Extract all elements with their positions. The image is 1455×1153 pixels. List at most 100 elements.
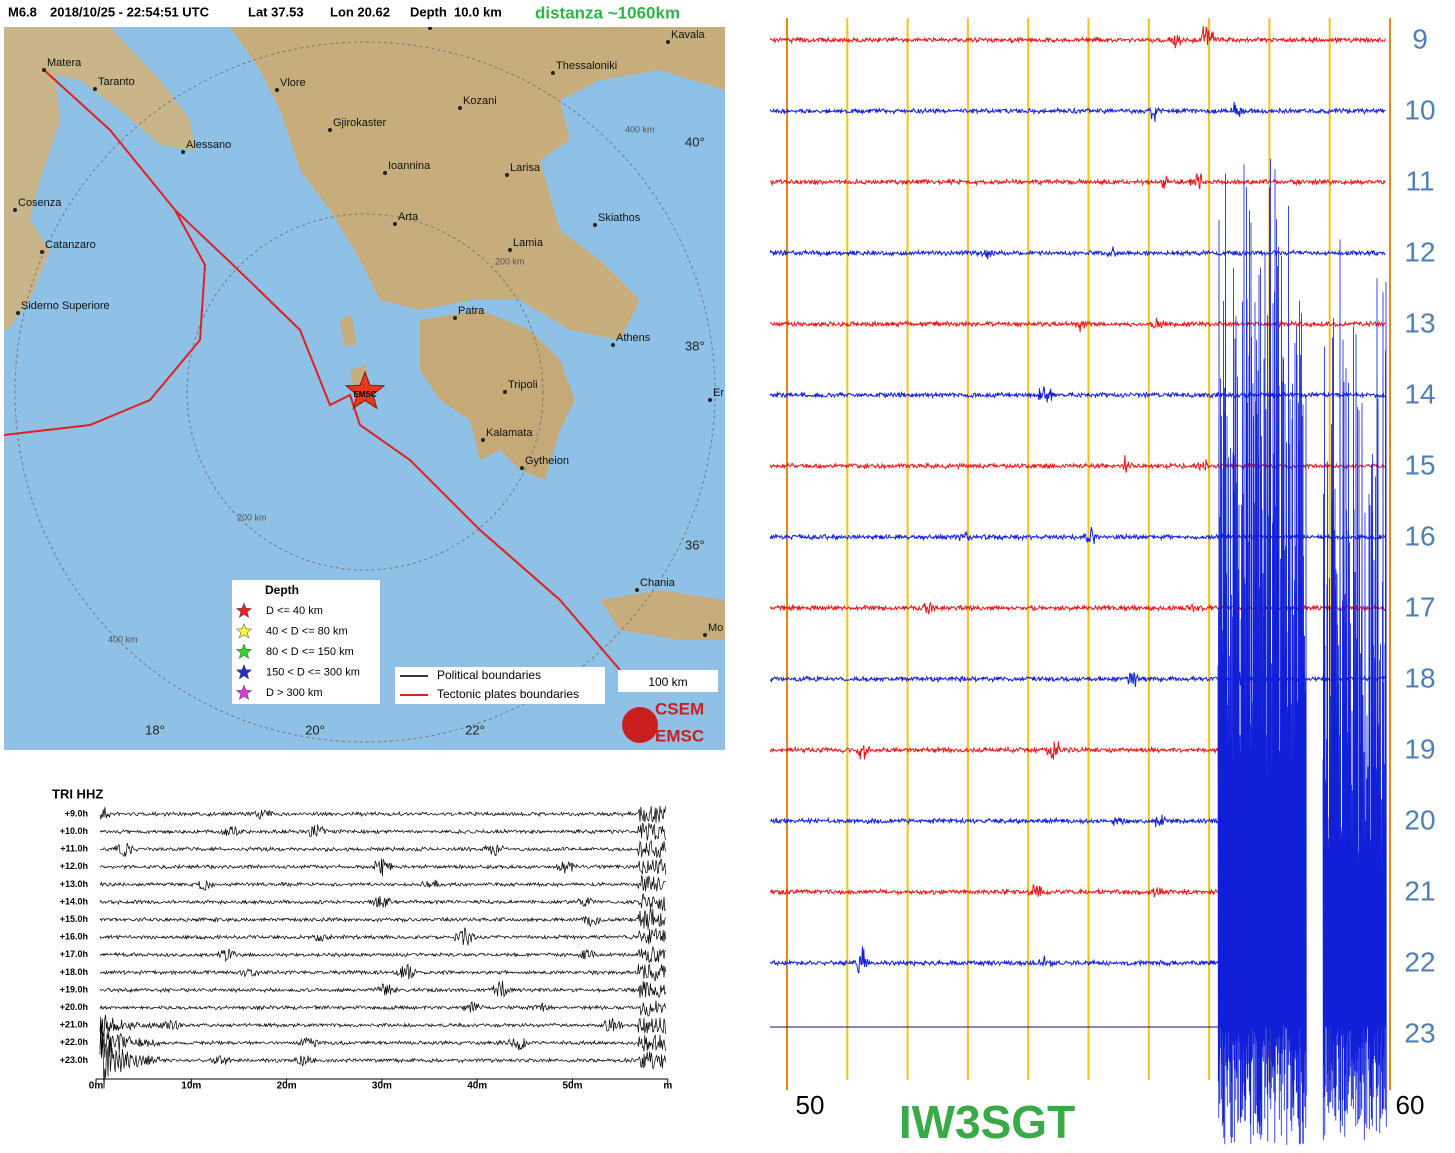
grid-label: 20°	[305, 722, 325, 737]
city-label: Skiathos	[598, 212, 641, 224]
range-label: 400 km	[108, 634, 138, 644]
hour-label: +19.0h	[60, 984, 88, 994]
helicorder: 50 60 IW3SGT 9 10 11 12 13 14 15 16 17 18 19 20 21 22…	[769, 18, 1436, 1148]
legend-star	[235, 643, 253, 660]
city-dot	[508, 248, 512, 252]
city-label: Taranto	[98, 76, 135, 88]
trace	[769, 25, 1386, 49]
row-label: 15	[1404, 449, 1435, 480]
city-label: Thessaloniki	[556, 60, 617, 72]
trace	[769, 601, 1386, 615]
hour-label: +12.0h	[60, 861, 88, 871]
trace	[99, 892, 666, 912]
tri-seismogram: TRI HHZ +9.0h +10.0h +11.0h +12.0h +13.0h +14…	[52, 786, 672, 1091]
city-dot	[458, 106, 462, 110]
hour-label: +18.0h	[60, 967, 88, 977]
city-dot	[520, 466, 524, 470]
row-label: 14	[1404, 378, 1435, 409]
scale-label: 100 km	[648, 675, 687, 689]
city-label: Mo	[708, 622, 723, 634]
city-dot	[505, 173, 509, 177]
trace	[99, 946, 666, 964]
hour-label: +20.0h	[60, 1002, 88, 1012]
trace	[99, 1014, 666, 1037]
station: IW3SGT	[899, 1096, 1075, 1148]
city-label: Larisa	[510, 162, 541, 174]
legend-label: 150 < D <= 300 km	[266, 666, 360, 678]
row-label: 18	[1404, 662, 1435, 693]
range-label: 200 km	[237, 512, 267, 522]
city-label: Matera	[47, 57, 82, 69]
epicenter-label: EMSC	[353, 390, 376, 399]
city-label: Catanzaro	[45, 239, 96, 251]
city-label: Siderno Superiore	[21, 300, 110, 312]
row-label: 12	[1404, 236, 1435, 267]
grid-label: 18°	[145, 722, 165, 737]
hour-label: +14.0h	[60, 896, 88, 906]
minute-label: 10m	[181, 1081, 201, 1092]
trace	[769, 814, 1220, 828]
trace	[99, 1020, 666, 1058]
hour-label: +23.0h	[60, 1055, 88, 1065]
hour-label: +9.0h	[65, 808, 88, 818]
city-label: Gytheion	[525, 455, 569, 467]
epicenter-star	[344, 370, 386, 410]
minute-label: 50m	[562, 1081, 582, 1092]
tectonic-boundary	[43, 69, 621, 671]
legend-star	[235, 684, 253, 701]
trace	[769, 101, 1386, 122]
minute-label: m	[663, 1081, 672, 1092]
city-dot	[703, 633, 707, 637]
row-label: 10	[1404, 94, 1435, 125]
tectonic-boundary	[4, 209, 207, 436]
row-label: 16	[1404, 520, 1435, 551]
range-ring	[186, 213, 544, 571]
city-dot	[428, 27, 432, 30]
logo-globe	[622, 707, 658, 743]
land-italy	[4, 27, 195, 330]
boundary-legend-box	[395, 667, 605, 704]
trace	[99, 1030, 666, 1089]
minute-label: 0m	[89, 1081, 104, 1092]
trace	[769, 884, 1220, 898]
tri-title: TRI HHZ	[52, 786, 103, 801]
boundary-label: Political boundaries	[437, 668, 541, 682]
city-dot	[393, 222, 397, 226]
minute-label: 20m	[277, 1081, 297, 1092]
hour-label: +11.0h	[60, 844, 88, 854]
city-dot	[453, 316, 457, 320]
city-label: Patra	[458, 305, 485, 317]
city-label: Vlore	[280, 77, 306, 89]
city-label: Alessano	[186, 139, 231, 151]
legend-star	[235, 602, 253, 619]
depth: Depth 10.0 km	[410, 4, 502, 19]
city-dot	[181, 150, 185, 154]
magnitude: M6.8	[8, 4, 37, 19]
trace	[99, 907, 666, 930]
legend-box	[232, 580, 380, 704]
city-label: Kalamata	[486, 427, 533, 439]
land-peloponnese	[420, 310, 575, 480]
city-label: Gjirokaster	[333, 117, 387, 129]
land-crete	[600, 590, 725, 640]
hour-label: +10.0h	[60, 826, 88, 836]
legend-label: 40 < D <= 80 km	[266, 625, 348, 637]
lat: Lat 37.53	[248, 4, 304, 19]
minute-label: 30m	[372, 1081, 392, 1092]
city-dot	[611, 343, 615, 347]
trace	[99, 927, 666, 946]
legend-title: Depth	[265, 583, 299, 597]
grid-label: 36°	[685, 537, 705, 552]
city-label: Er	[713, 387, 724, 399]
trace	[99, 1000, 666, 1017]
end-label: 60	[1396, 1090, 1425, 1120]
hour-label: +22.0h	[60, 1037, 88, 1047]
trace	[769, 172, 1386, 190]
city-dot	[481, 438, 485, 442]
distance: distanza ~1060km	[535, 3, 680, 22]
city-dot	[42, 68, 46, 72]
city-dot	[666, 40, 670, 44]
city-dot	[275, 88, 279, 92]
